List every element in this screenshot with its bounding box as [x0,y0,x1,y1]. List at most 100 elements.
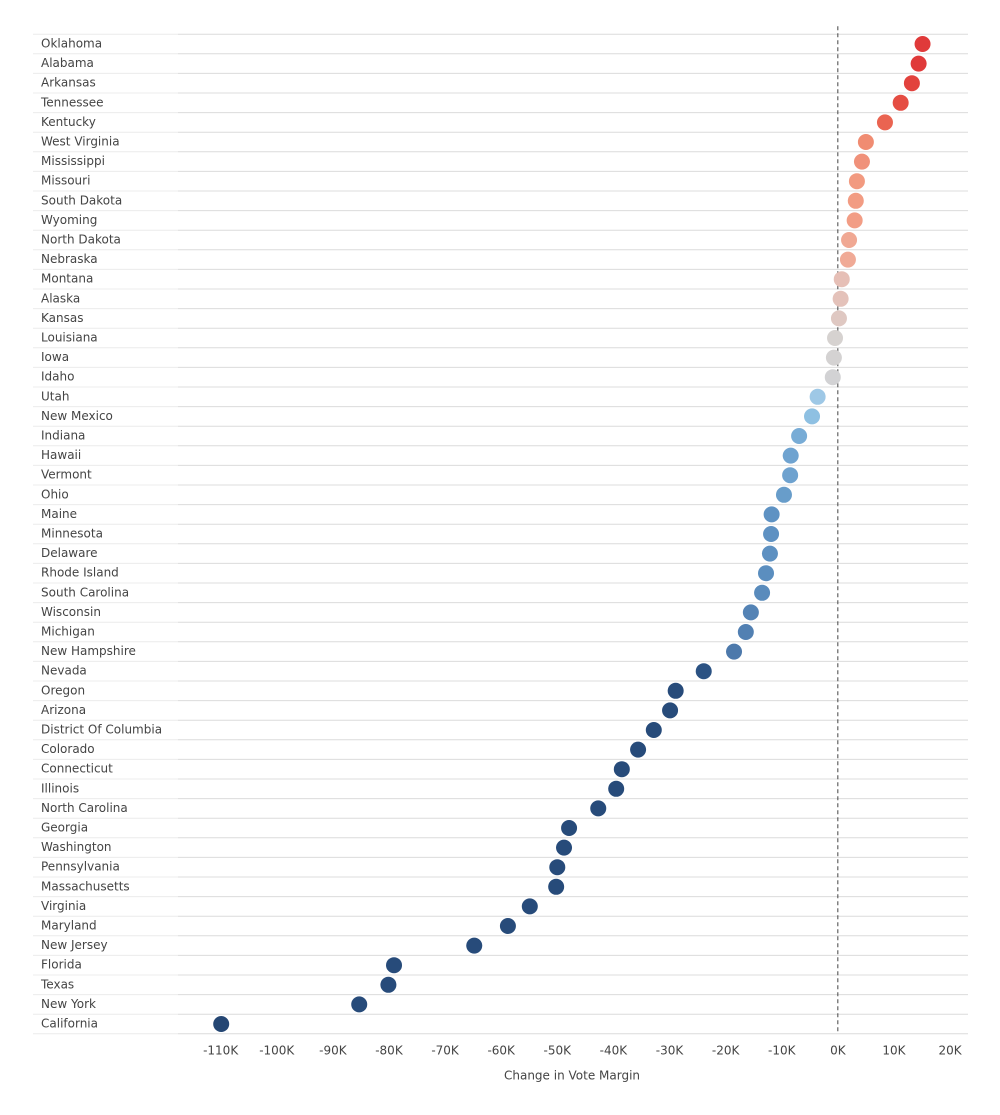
dot [695,663,712,680]
dot [213,1016,230,1032]
y-tick-label: New Mexico [41,409,113,423]
dot [758,565,775,582]
x-tick-label: -90K [319,1043,348,1057]
x-tick-label: 0K [830,1043,847,1057]
y-tick-label: West Virginia [41,135,120,149]
dot [667,682,684,699]
y-tick-label: Nevada [41,664,87,678]
y-tick-label: South Dakota [41,193,122,207]
dot [761,545,778,562]
y-tick-label: District Of Columbia [41,723,162,737]
y-tick-label: Pennsylvania [41,860,120,874]
y-tick-label: Connecticut [41,762,113,776]
y-tick-label: New Jersey [41,938,108,952]
dot [841,232,858,248]
dot [827,330,844,346]
x-tick-label: -40K [600,1043,629,1057]
dot [847,192,864,209]
y-tick-label: Vermont [41,468,92,482]
dot [782,447,799,464]
dot [824,369,841,386]
dot [645,722,662,738]
dot [754,584,771,601]
dot [782,467,799,484]
y-tick-label: Texas [40,977,74,991]
dot [590,800,607,817]
y-tick-label: New York [41,997,96,1011]
y-tick-label: Kentucky [41,115,96,129]
dot [499,918,516,934]
y-tick-label: Maryland [41,919,97,933]
dot [386,957,403,974]
x-tick-label: -70K [431,1043,460,1057]
y-tick-label: Alaska [41,291,80,305]
dot [380,976,397,993]
y-tick-label: Hawaii [41,448,81,462]
dot [630,741,647,758]
dot [521,898,538,915]
dot [853,153,870,170]
y-tick-label: Minnesota [41,527,103,541]
y-tick-label: Oregon [41,683,85,697]
x-tick-label: -50K [544,1043,573,1057]
x-tick-label: -60K [487,1043,516,1057]
y-tick-label: Mississippi [41,154,105,168]
y-tick-label: Illinois [41,781,79,795]
y-tick-label: Maine [41,507,77,521]
x-tick-label: -10K [768,1043,797,1057]
y-tick-label: Washington [41,840,112,854]
dot [857,134,874,150]
y-tick-label: Kansas [41,311,83,325]
y-tick-label: South Carolina [41,585,129,599]
y-tick-label: Missouri [41,174,90,188]
dot [763,526,780,542]
dot [548,878,565,895]
dot [466,937,483,954]
y-tick-label: Alabama [41,56,94,70]
dot [848,173,865,190]
y-tick-label: California [41,1017,98,1031]
y-tick-label: Wyoming [41,213,97,227]
y-tick-label: Iowa [41,350,69,364]
x-tick-label: 10K [882,1043,906,1057]
y-tick-label: North Dakota [41,233,121,247]
dot [613,761,630,778]
y-tick-label: Indiana [41,429,85,443]
y-tick-label: Utah [41,389,69,403]
y-tick-label: Tennessee [40,95,104,109]
y-tick-label: Michigan [41,625,95,639]
y-tick-label: Idaho [41,370,74,384]
dot [876,114,893,131]
dot [351,996,368,1013]
y-tick-label: New Hampshire [41,644,136,658]
dot [556,839,573,856]
dot [737,624,754,640]
dot [804,408,821,425]
x-tick-label: -100K [259,1043,295,1057]
x-tick-label: -20K [712,1043,741,1057]
y-tick-label: Delaware [41,546,98,560]
dot [910,55,927,72]
y-tick-label: Louisiana [41,331,98,345]
y-tick-label: Georgia [41,821,88,835]
y-tick-label: Wisconsin [41,605,101,619]
y-tick-label: Rhode Island [41,566,119,580]
x-tick-label: -30K [656,1043,685,1057]
dot [742,604,759,621]
x-tick-label: -110K [203,1043,239,1057]
y-tick-label: Colorado [41,742,95,756]
dot [846,212,863,229]
dot [809,388,826,405]
y-tick-label: Arkansas [41,76,96,90]
y-tick-label: Arizona [41,703,86,717]
dot [839,251,856,268]
dot [825,349,842,366]
dot [832,290,849,307]
dot [833,271,850,288]
x-tick-label: 20K [938,1043,962,1057]
dot [608,780,625,797]
dot [561,820,578,836]
y-tick-label: Ohio [41,487,69,501]
dot [914,36,931,52]
